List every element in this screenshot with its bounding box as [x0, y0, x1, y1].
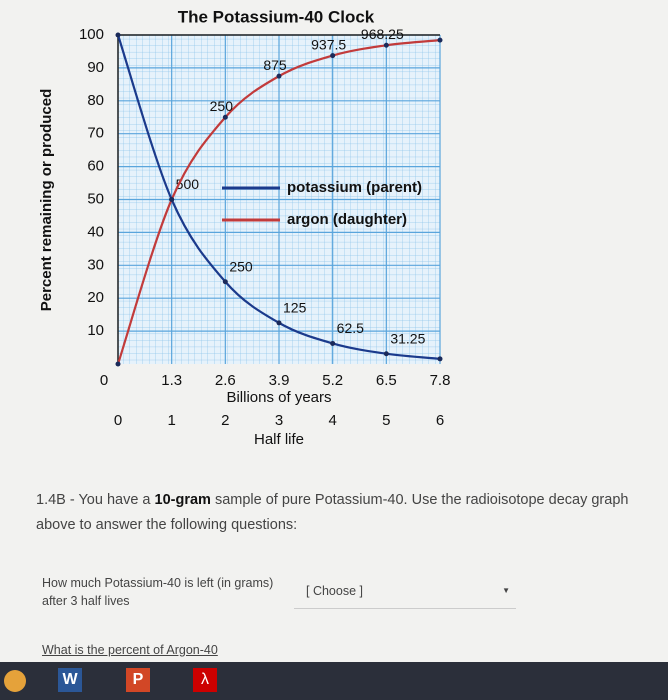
x2-tick-label: 1 [167, 412, 175, 429]
data-point [169, 197, 175, 202]
point-label: 250 [210, 98, 234, 114]
x-tick-label: 6.5 [376, 372, 397, 389]
question-text: What is the percent of Argon-40 [42, 643, 218, 657]
y-tick-label: 50 [87, 190, 104, 207]
x-tick-label: 5.2 [322, 372, 343, 389]
intro-text: 1.4B - You have a [36, 492, 155, 508]
taskbar: W P λ [0, 662, 668, 700]
data-point [222, 279, 228, 285]
x2-tick-label: 6 [436, 412, 444, 429]
point-label: 250 [229, 258, 253, 274]
legend-label: potassium (parent) [287, 179, 422, 196]
data-point [276, 73, 282, 79]
x2-tick-label: 3 [275, 412, 283, 429]
data-point [276, 320, 282, 326]
x-tick-label: 3.9 [269, 372, 290, 389]
data-point [437, 356, 443, 362]
series-line [116, 39, 441, 365]
y-tick-label: 10 [87, 322, 104, 339]
y-tick-label: 80 [87, 92, 104, 109]
point-label: 937.5 [311, 36, 346, 52]
data-point [383, 42, 389, 48]
pdf-icon[interactable]: λ [193, 668, 217, 692]
data-point [437, 37, 443, 43]
x2-axis-label: Half life [254, 431, 304, 448]
question-intro: 1.4B - You have a 10-gram sample of pure… [36, 488, 666, 538]
y-tick-label: 100 [79, 26, 104, 43]
point-label: 125 [283, 300, 307, 316]
select-text: [ Choose ] [306, 584, 363, 598]
chart-title: The Potassium-40 Clock [178, 7, 375, 26]
y-tick-label: 70 [87, 125, 104, 142]
data-point [115, 361, 121, 367]
x-tick-label: 7.8 [430, 372, 451, 389]
answer-select[interactable]: [ Choose ] ▼ [294, 572, 516, 609]
y-tick-label: 30 [87, 256, 104, 273]
word-icon[interactable]: W [58, 668, 82, 692]
app-icon[interactable] [4, 670, 26, 692]
x-tick-label: 0 [100, 372, 108, 389]
point-label: 968.25 [361, 26, 404, 42]
x-axis-label: Billions of years [226, 389, 331, 406]
data-point [330, 53, 336, 59]
data-point [330, 340, 336, 346]
x2-tick-label: 5 [382, 412, 390, 429]
point-label: 875 [263, 57, 287, 73]
x2-tick-label: 4 [328, 412, 336, 429]
intro-bold: 10-gram [154, 492, 211, 508]
chart: The Potassium-40 Clock Percent remaining… [38, 7, 451, 448]
point-label: 31.25 [390, 330, 425, 346]
data-point [222, 114, 228, 120]
y-tick-label: 90 [87, 59, 104, 76]
y-tick-label: 20 [87, 289, 104, 306]
x-tick-label: 1.3 [161, 372, 182, 389]
question-text: How much Potassium-40 is left (in grams)… [42, 576, 274, 608]
powerpoint-icon[interactable]: P [126, 668, 150, 692]
x2-tick-label: 0 [114, 412, 122, 429]
series-line [116, 34, 441, 360]
y-tick-label: 60 [87, 158, 104, 175]
y-tick-label: 40 [87, 223, 104, 240]
data-point [115, 32, 121, 38]
intro-text: sample of pure Potassium-40. Use the rad… [36, 492, 629, 533]
x2-tick-label: 2 [221, 412, 229, 429]
legend-label: argon (daughter) [287, 211, 407, 228]
y-axis-label: Percent remaining or produced [38, 89, 55, 312]
point-label: 62.5 [337, 320, 364, 336]
x-tick-label: 2.6 [215, 372, 236, 389]
data-point [383, 351, 389, 357]
